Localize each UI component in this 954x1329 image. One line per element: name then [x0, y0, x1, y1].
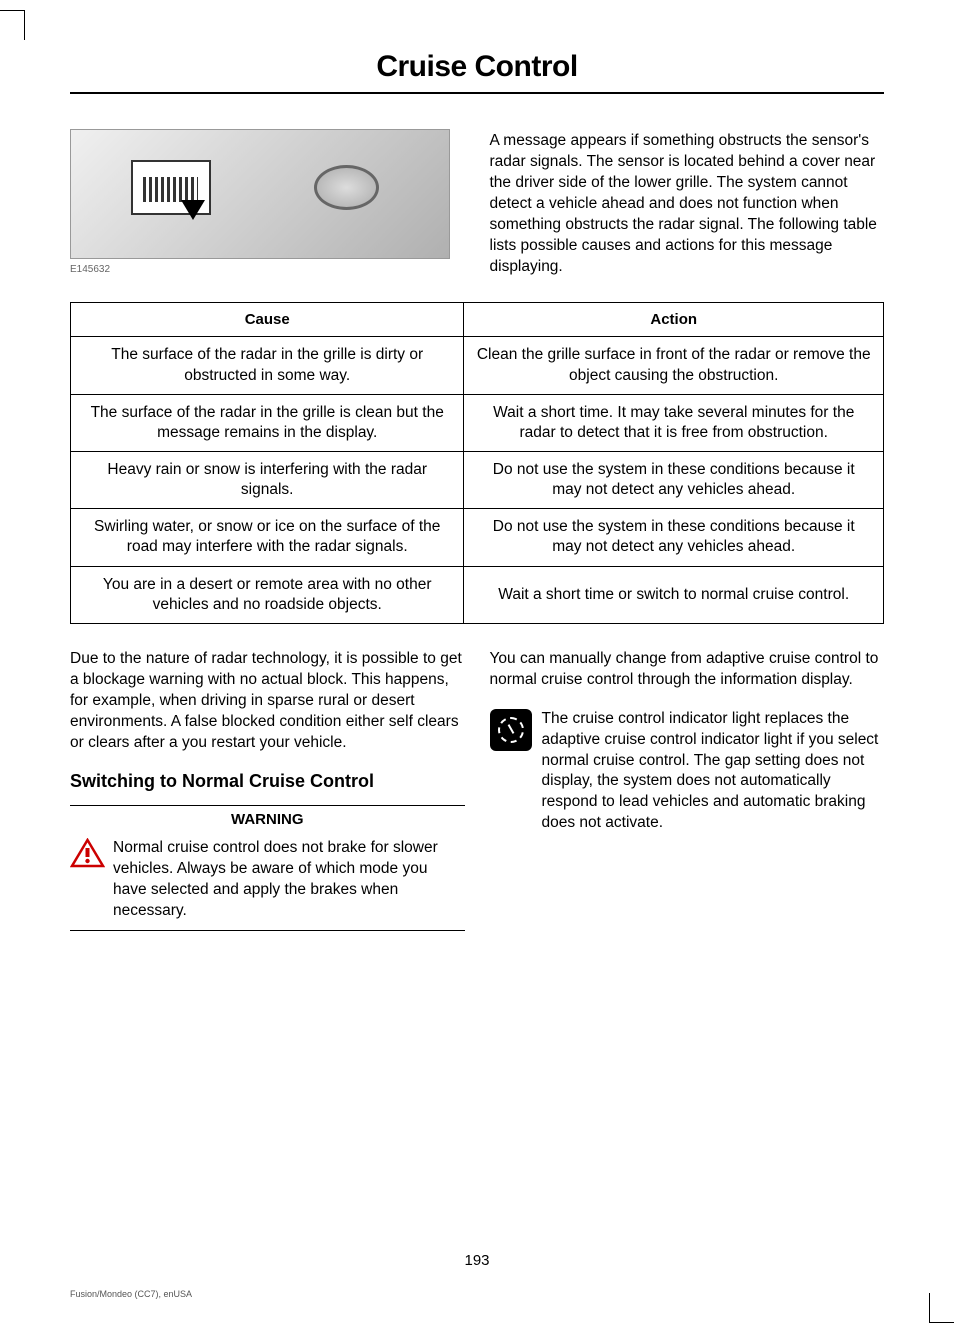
- warning-content: Normal cruise control does not brake for…: [70, 833, 465, 930]
- cause-action-table: Cause Action The surface of the radar in…: [70, 302, 884, 623]
- image-reference-code: E145632: [70, 264, 465, 275]
- table-cell-cause: Heavy rain or snow is interfering with t…: [71, 452, 464, 509]
- table-header-action: Action: [464, 303, 884, 337]
- table-row: Heavy rain or snow is interfering with t…: [71, 452, 884, 509]
- footer-text: Fusion/Mondeo (CC7), enUSA: [70, 1289, 192, 1299]
- sensor-image-block: E145632: [70, 129, 465, 277]
- table-row: Swirling water, or snow or ice on the su…: [71, 509, 884, 566]
- table-row: The surface of the radar in the grille i…: [71, 394, 884, 451]
- crop-mark-bottom-right: [929, 1293, 954, 1323]
- radar-technology-paragraph: Due to the nature of radar technology, i…: [70, 649, 465, 754]
- table-cell-action: Clean the grille surface in front of the…: [464, 337, 884, 394]
- switching-heading: Switching to Normal Cruise Control: [70, 771, 465, 793]
- table-cell-cause: The surface of the radar in the grille i…: [71, 394, 464, 451]
- warning-text: Normal cruise control does not brake for…: [113, 838, 465, 922]
- table-row: You are in a desert or remote area with …: [71, 566, 884, 623]
- table-cell-cause: You are in a desert or remote area with …: [71, 566, 464, 623]
- car-front-graphic: [314, 165, 379, 210]
- table-header-cause: Cause: [71, 303, 464, 337]
- page-number: 193: [464, 1252, 489, 1269]
- warning-label: WARNING: [70, 806, 465, 833]
- arrow-indicator: [181, 200, 205, 220]
- table-cell-cause: The surface of the radar in the grille i…: [71, 337, 464, 394]
- title-underline: [70, 92, 884, 94]
- cruise-indicator-icon: [490, 709, 532, 751]
- intro-paragraph: A message appears if something obstructs…: [490, 129, 885, 277]
- indicator-row: The cruise control indicator light repla…: [490, 709, 885, 835]
- table-cell-action: Wait a short time. It may take several m…: [464, 394, 884, 451]
- right-column: You can manually change from adaptive cr…: [490, 649, 885, 931]
- table-row: The surface of the radar in the grille i…: [71, 337, 884, 394]
- indicator-paragraph: The cruise control indicator light repla…: [542, 709, 885, 835]
- warning-triangle-icon: [70, 838, 105, 868]
- table-cell-action: Do not use the system in these condition…: [464, 509, 884, 566]
- manual-change-paragraph: You can manually change from adaptive cr…: [490, 649, 885, 691]
- top-section: E145632 A message appears if something o…: [70, 129, 884, 277]
- left-column: Due to the nature of radar technology, i…: [70, 649, 465, 931]
- table-cell-action: Do not use the system in these condition…: [464, 452, 884, 509]
- warning-box: WARNING Normal cruise control does not b…: [70, 805, 465, 931]
- crop-mark-top-left: [0, 10, 25, 40]
- page-title: Cruise Control: [70, 50, 884, 84]
- table-cell-action: Wait a short time or switch to normal cr…: [464, 566, 884, 623]
- sensor-location-image: [70, 129, 450, 259]
- bottom-columns: Due to the nature of radar technology, i…: [70, 649, 884, 931]
- table-cell-cause: Swirling water, or snow or ice on the su…: [71, 509, 464, 566]
